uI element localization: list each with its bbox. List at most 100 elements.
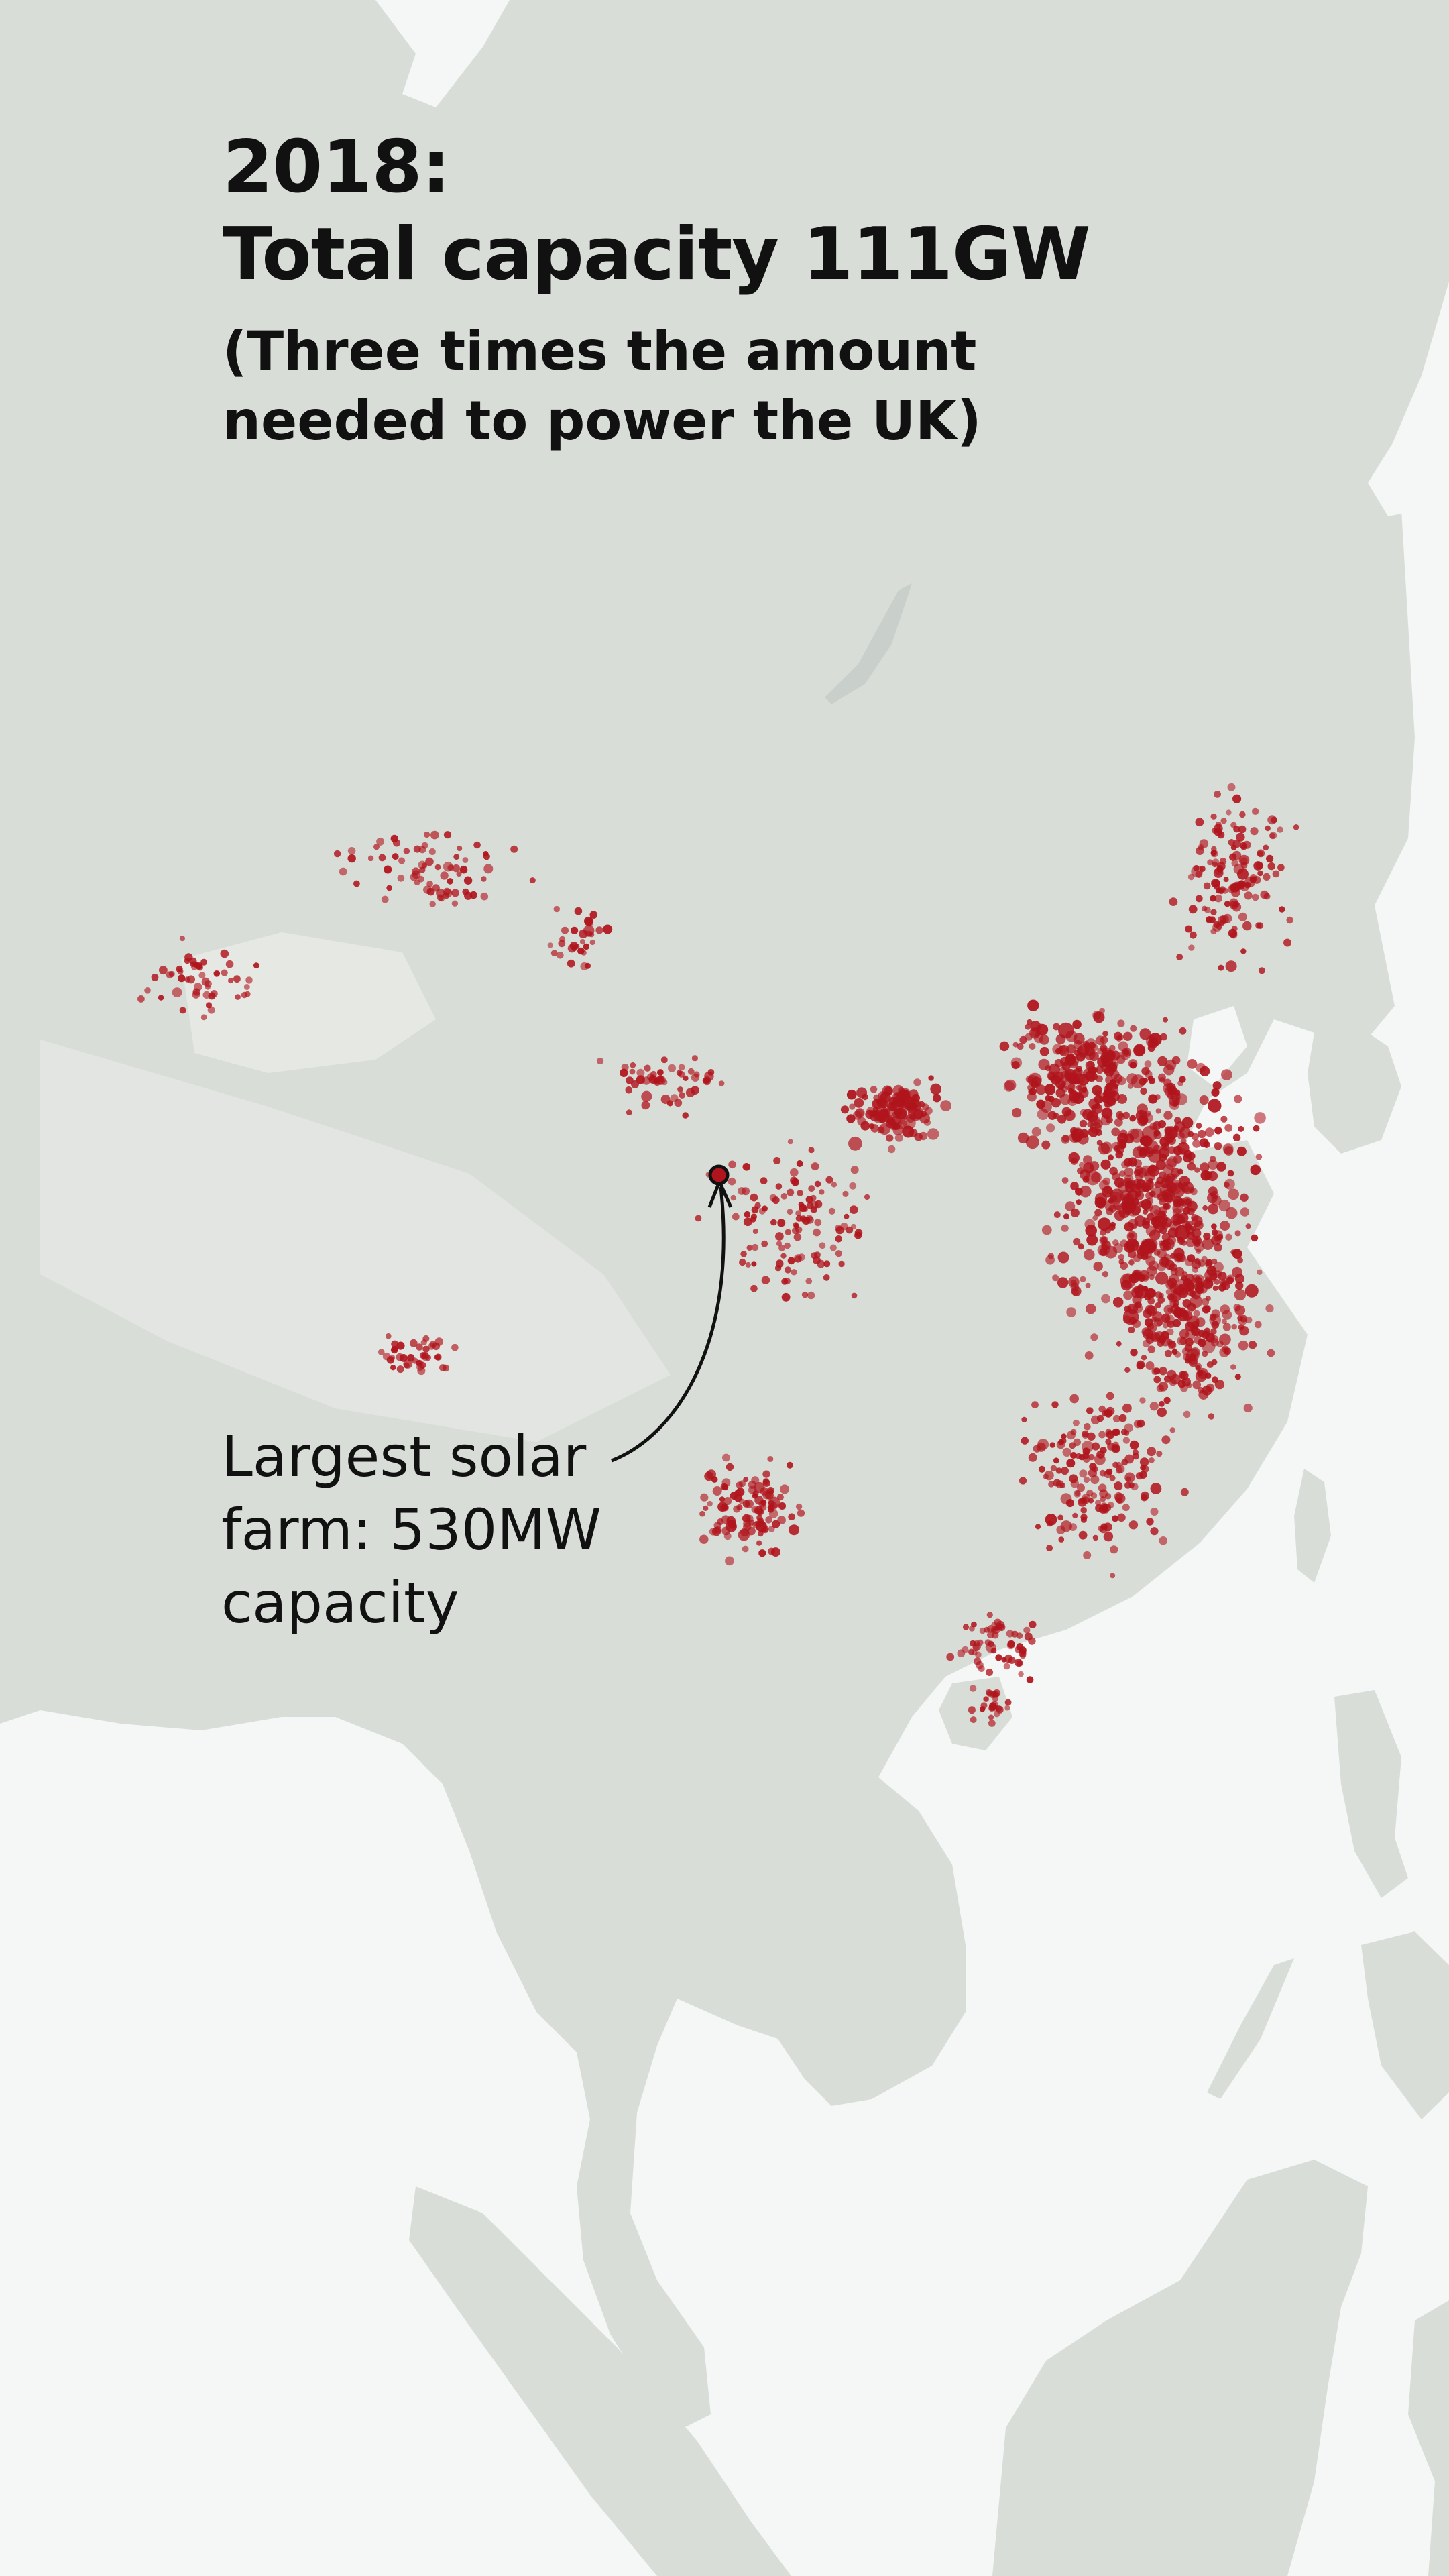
solar-farm-point bbox=[1206, 1361, 1214, 1368]
solar-farm-point bbox=[751, 1206, 759, 1213]
solar-farm-point bbox=[1155, 1302, 1161, 1308]
solar-farm-point bbox=[1021, 1437, 1029, 1445]
solar-farm-point bbox=[451, 889, 460, 897]
solar-farm-point bbox=[1212, 1081, 1222, 1090]
solar-farm-point bbox=[1251, 1234, 1259, 1242]
solar-farm-point bbox=[245, 976, 253, 984]
solar-farm-point bbox=[775, 1183, 783, 1190]
solar-farm-point bbox=[831, 1182, 837, 1188]
solar-farm-point bbox=[1052, 1274, 1059, 1282]
solar-farm-point bbox=[1112, 1297, 1124, 1308]
solar-farm-point bbox=[1181, 1181, 1194, 1194]
solar-farm-point bbox=[780, 1253, 787, 1259]
solar-farm-point bbox=[416, 1343, 423, 1351]
solar-farm-point bbox=[1028, 1088, 1034, 1095]
solar-farm-point bbox=[1198, 1339, 1205, 1345]
solar-farm-point bbox=[1202, 1351, 1208, 1357]
solar-farm-point bbox=[691, 1055, 698, 1062]
solar-farm-point bbox=[775, 1232, 784, 1241]
solar-farm-point bbox=[1161, 1313, 1171, 1323]
solar-farm-point bbox=[1240, 842, 1247, 850]
solar-farm-point bbox=[1211, 1195, 1222, 1206]
solar-farm-point bbox=[797, 1190, 803, 1196]
solar-farm-point bbox=[870, 1086, 878, 1093]
solar-farm-point bbox=[1129, 1062, 1137, 1069]
solar-farm-point bbox=[391, 1345, 398, 1353]
solar-farm-point bbox=[1231, 888, 1240, 897]
solar-farm-point bbox=[1093, 1261, 1103, 1272]
solar-farm-point bbox=[1214, 1278, 1220, 1285]
solar-farm-point bbox=[762, 1478, 770, 1485]
solar-farm-point bbox=[919, 1113, 931, 1124]
solar-farm-point bbox=[758, 1500, 766, 1508]
solar-farm-point bbox=[699, 1534, 709, 1544]
solar-farm-point bbox=[1233, 1304, 1241, 1312]
title-headline: Total capacity 111GW bbox=[223, 213, 1091, 296]
solar-farm-point bbox=[1031, 1080, 1039, 1089]
solar-farm-point bbox=[738, 1498, 745, 1504]
solar-farm-point bbox=[1250, 1164, 1261, 1176]
solar-farm-point bbox=[1090, 1475, 1100, 1484]
solar-farm-point bbox=[1185, 1225, 1194, 1235]
solar-farm-point bbox=[1127, 1202, 1136, 1211]
solar-farm-point bbox=[1190, 1295, 1203, 1308]
solar-farm-point bbox=[547, 942, 553, 948]
solar-farm-point bbox=[1132, 1453, 1139, 1460]
solar-farm-point bbox=[1201, 1298, 1210, 1306]
solar-farm-point bbox=[750, 1284, 758, 1292]
solar-farm-point bbox=[805, 1278, 813, 1285]
solar-farm-point bbox=[969, 1685, 977, 1692]
solar-farm-point bbox=[1037, 1439, 1049, 1451]
solar-farm-point bbox=[1107, 1443, 1115, 1451]
solar-farm-point bbox=[1065, 1201, 1076, 1212]
solar-farm-point bbox=[1243, 1403, 1253, 1413]
solar-farm-point bbox=[1104, 1082, 1119, 1098]
solar-farm-point bbox=[750, 1193, 758, 1202]
solar-farm-point bbox=[1244, 891, 1253, 900]
solar-farm-point bbox=[1174, 1253, 1182, 1262]
solar-farm-point bbox=[768, 1526, 775, 1532]
solar-farm-point bbox=[1258, 967, 1265, 974]
solar-farm-point bbox=[849, 1205, 858, 1214]
solar-farm-point bbox=[1098, 1143, 1110, 1155]
solar-farm-point bbox=[1070, 1208, 1080, 1217]
solar-farm-point bbox=[1216, 1233, 1224, 1241]
solar-farm-point bbox=[1100, 1496, 1106, 1502]
solar-farm-point bbox=[1219, 1333, 1231, 1346]
solar-farm-point bbox=[1219, 858, 1227, 865]
solar-farm-point bbox=[1112, 1461, 1119, 1468]
solar-farm-point bbox=[1159, 1400, 1165, 1407]
solar-farm-point bbox=[367, 855, 374, 862]
solar-farm-point bbox=[1059, 1482, 1065, 1488]
solar-farm-point bbox=[1179, 1027, 1187, 1035]
solar-farm-point bbox=[720, 1483, 728, 1490]
solar-farm-point bbox=[722, 1453, 730, 1462]
solar-farm-point bbox=[802, 1206, 808, 1212]
solar-farm-point bbox=[1210, 909, 1217, 915]
solar-farm-point bbox=[1254, 1112, 1266, 1124]
solar-farm-point bbox=[1116, 1341, 1122, 1347]
solar-farm-point bbox=[788, 1513, 795, 1520]
solar-farm-point bbox=[1149, 1457, 1155, 1463]
solar-farm-point bbox=[1199, 865, 1206, 872]
solar-farm-point bbox=[1197, 1367, 1208, 1380]
solar-farm-point bbox=[786, 1461, 793, 1469]
solar-farm-point bbox=[1112, 1515, 1119, 1522]
solar-farm-point bbox=[429, 1341, 437, 1348]
solar-farm-point bbox=[736, 1481, 743, 1489]
solar-farm-point bbox=[808, 1185, 815, 1192]
solar-farm-point bbox=[1283, 938, 1291, 947]
solar-farm-point bbox=[1257, 1269, 1263, 1276]
solar-farm-point bbox=[1098, 1431, 1106, 1439]
solar-farm-point bbox=[447, 878, 453, 885]
solar-farm-point bbox=[1176, 954, 1183, 960]
solar-farm-point bbox=[1064, 1109, 1076, 1121]
solar-farm-point bbox=[1045, 1095, 1051, 1102]
solar-farm-point bbox=[713, 1522, 721, 1529]
solar-farm-point bbox=[1122, 1437, 1131, 1444]
solar-farm-point bbox=[813, 1256, 821, 1264]
solar-farm-point bbox=[668, 1064, 676, 1072]
solar-farm-point bbox=[1137, 1252, 1144, 1259]
solar-farm-point bbox=[677, 1086, 683, 1093]
solar-farm-point bbox=[1226, 1276, 1234, 1284]
